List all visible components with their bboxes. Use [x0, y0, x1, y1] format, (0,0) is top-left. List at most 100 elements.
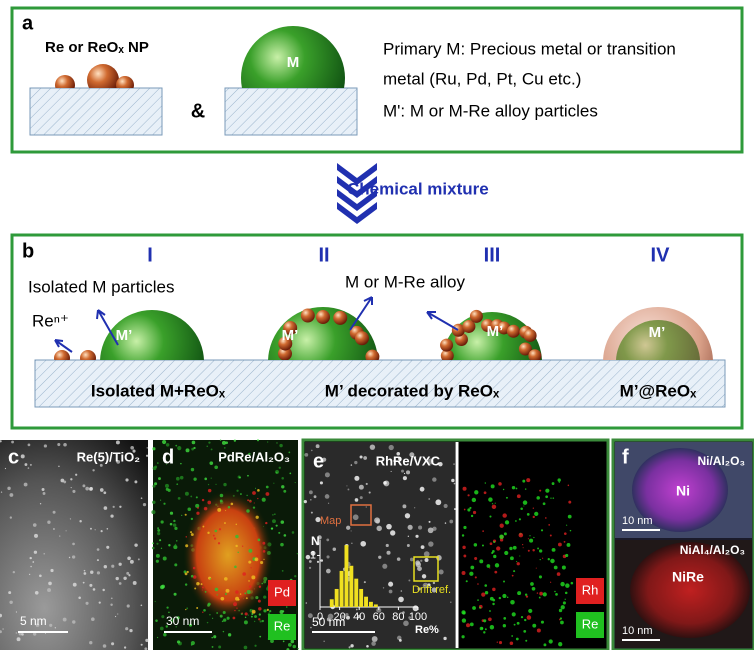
speckle: [294, 482, 296, 484]
speckle: [216, 612, 219, 614]
speckle: [129, 559, 134, 564]
bar: [373, 604, 378, 607]
speckle: [89, 527, 92, 530]
bar: [339, 570, 344, 607]
speckle: [179, 475, 184, 480]
speckle: [348, 646, 351, 649]
speckle: [69, 518, 72, 520]
speckle: [516, 621, 520, 625]
speckle: [47, 520, 51, 524]
sample-label: RhRe/VXC: [376, 453, 441, 468]
speckle: [60, 478, 65, 483]
speckle: [323, 640, 325, 642]
speckle: [360, 540, 367, 547]
speckle: [269, 609, 272, 613]
speckle: [543, 643, 547, 647]
speckle: [202, 611, 204, 613]
speckle: [0, 440, 2, 443]
speckle: [492, 587, 496, 592]
speckle: [491, 504, 497, 510]
speckle: [479, 606, 482, 609]
speckle: [401, 469, 405, 473]
speckle: [409, 557, 414, 562]
speckle: [254, 615, 257, 618]
speckle: [259, 620, 262, 623]
speckle: [112, 505, 115, 508]
speckle: [474, 576, 477, 579]
speckle: [248, 548, 253, 553]
speckle: [365, 482, 368, 486]
speckle: [359, 496, 363, 500]
speckle: [85, 601, 89, 605]
speckle: [520, 616, 524, 619]
speckle: [265, 492, 270, 496]
speckle: [224, 593, 227, 596]
speckle: [209, 461, 214, 465]
speckle: [378, 555, 382, 559]
speckle: [207, 488, 212, 493]
particle: [283, 320, 298, 335]
speckle: [52, 528, 55, 531]
speckle: [32, 523, 37, 527]
speckle: [219, 493, 224, 498]
speckle: [398, 457, 402, 461]
speckle: [285, 606, 288, 608]
speckle: [463, 525, 467, 530]
y-tick-label: 1: [310, 549, 316, 561]
speckle: [235, 596, 239, 601]
speckle: [516, 561, 518, 563]
speckle: [568, 500, 572, 504]
speckle: [45, 632, 47, 634]
speckle: [375, 519, 380, 524]
speckle: [27, 467, 30, 469]
speckle: [237, 551, 239, 554]
speckle: [422, 582, 429, 589]
speckle: [151, 510, 156, 515]
legend-label: Re: [274, 618, 291, 633]
speckle: [249, 499, 251, 502]
speckle: [559, 618, 561, 621]
speckle: [463, 554, 467, 558]
speckle: [259, 635, 262, 638]
speckle: [492, 602, 495, 606]
speckle: [477, 599, 479, 601]
particle-label: Ni: [676, 483, 690, 499]
speckle: [304, 452, 309, 457]
speckle: [376, 525, 382, 532]
speckle: [563, 532, 567, 535]
speckle: [352, 514, 359, 521]
speckle: [189, 531, 193, 534]
stage: IV: [651, 244, 671, 266]
speckle: [491, 551, 494, 555]
speckle: [161, 615, 165, 619]
speckle: [218, 645, 222, 649]
speckle: [390, 530, 396, 536]
speckle: [235, 544, 238, 548]
speckle: [11, 440, 14, 444]
speckle: [296, 552, 299, 555]
speckle: [173, 519, 176, 523]
speckle: [549, 534, 552, 537]
speckle: [358, 484, 364, 490]
sample-label: Ni/Al₂O₃: [697, 454, 745, 468]
speckle: [175, 444, 178, 447]
speckle: [234, 609, 236, 612]
speckle: [24, 463, 28, 466]
sphere-label: M’: [649, 324, 666, 341]
bar: [354, 578, 359, 607]
particle: [278, 336, 293, 351]
speckle: [132, 581, 137, 585]
particle: [87, 64, 119, 88]
speckle: [248, 560, 252, 564]
speckle: [32, 561, 35, 563]
speckle: [252, 491, 256, 495]
panel-label: f: [622, 446, 629, 468]
speckle: [427, 583, 431, 587]
speckle: [469, 571, 474, 576]
speckle: [217, 542, 221, 545]
speckle: [529, 538, 534, 543]
speckle: [211, 645, 214, 648]
speckle: [96, 571, 101, 575]
speckle: [348, 566, 350, 569]
speckle: [310, 550, 316, 556]
